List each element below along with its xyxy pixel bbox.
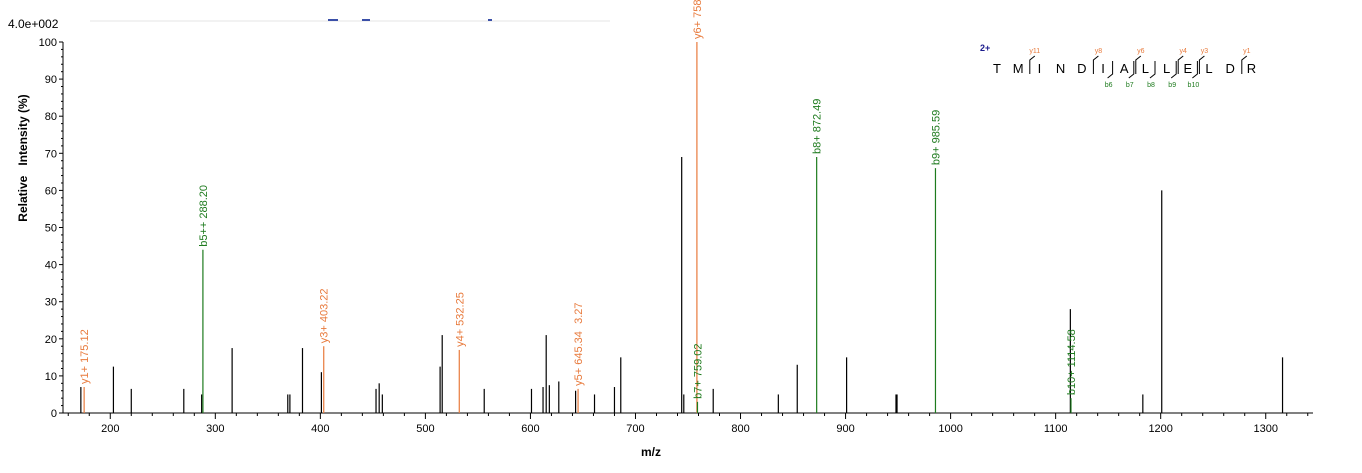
peak-label: 3.27 xyxy=(573,302,585,323)
charge-state: 2+ xyxy=(980,43,990,53)
peak-label: b5++ 288.20 xyxy=(198,185,210,247)
residue: A xyxy=(1120,61,1129,76)
x-tick-label: 200 xyxy=(101,423,119,435)
peak-label: y5+ 645.34 xyxy=(573,331,585,386)
y-ion-label: y4 xyxy=(1179,48,1187,55)
residue: T xyxy=(993,61,1001,76)
y-ion-bracket xyxy=(1198,55,1205,74)
b-ion-bracket xyxy=(1192,61,1198,79)
x-tick-label: 700 xyxy=(626,423,644,435)
y-tick-label: 70 xyxy=(45,148,57,160)
y-ion-bracket xyxy=(1135,55,1142,74)
residue: D xyxy=(1077,61,1086,76)
y-tick-label: 100 xyxy=(39,37,57,49)
b-ion-bracket xyxy=(1170,61,1177,79)
x-axis-title: m/z xyxy=(641,445,661,459)
x-tick-label: 600 xyxy=(521,423,539,435)
y-ion-bracket xyxy=(1029,55,1036,74)
b-ion-bracket xyxy=(1128,61,1135,79)
y-tick-label: 0 xyxy=(51,408,57,420)
y-ion-label: y1 xyxy=(1243,48,1251,55)
axes: 0 10 20 30 40 50 60 70 80 90 100 200 300 400 500 600 700… xyxy=(39,37,1313,435)
y-ion-label: y11 xyxy=(1029,48,1040,55)
residue: D xyxy=(1226,61,1235,76)
y-tick-label: 40 xyxy=(45,260,57,272)
b-ion-label: b7 xyxy=(1126,82,1134,89)
x-tick-label: 1300 xyxy=(1253,423,1277,435)
x-tick-label: 1200 xyxy=(1148,423,1172,435)
residue: N xyxy=(1056,61,1065,76)
residue: E xyxy=(1183,61,1192,76)
x-tick-label: 500 xyxy=(416,423,434,435)
peak-label: y6+ 758.48 xyxy=(692,0,704,39)
y-ion-label: y3 xyxy=(1201,48,1209,55)
y-tick-label: 20 xyxy=(45,334,57,346)
peak-label: b8+ 872.49 xyxy=(812,99,824,154)
x-tick-label: 1100 xyxy=(1044,423,1068,435)
residue: L xyxy=(1142,61,1149,76)
y-axis-title: Relative Intensity (%) xyxy=(16,94,30,221)
b-ion-bracket xyxy=(1107,61,1114,79)
residue: I xyxy=(1101,61,1105,76)
peak-label: b9+ 985.59 xyxy=(930,110,942,165)
b-ion-bracket xyxy=(1149,61,1156,79)
header-artifacts xyxy=(90,19,610,22)
residue: M xyxy=(1013,61,1024,76)
b-ion-label: b10 xyxy=(1188,82,1200,89)
peak-label: y1+ 175.12 xyxy=(79,329,91,384)
x-tick-label: 300 xyxy=(206,423,224,435)
y-tick-label: 50 xyxy=(45,223,57,235)
x-tick-label: 1000 xyxy=(938,423,962,435)
x-tick-label: 800 xyxy=(731,423,749,435)
b-ion-label: b9 xyxy=(1168,82,1176,89)
peak-label: b10+ 1114.58 xyxy=(1066,329,1078,395)
x-tick-label: 900 xyxy=(836,423,854,435)
y-tick-label: 30 xyxy=(45,297,57,309)
y-tick-label: 80 xyxy=(45,111,57,123)
peak-label: b7+ 759.02 xyxy=(692,343,704,398)
y-ion-bracket xyxy=(1092,55,1099,74)
y-ion-label: y8 xyxy=(1095,48,1103,55)
residue: L xyxy=(1163,61,1170,76)
b-ion-label: b6 xyxy=(1105,82,1113,89)
peak-labels: y1+ 175.12 b5++ 288.20 y3+ 403.22 y4+ 532.2… xyxy=(79,0,1078,399)
y-ion-bracket xyxy=(1177,55,1184,74)
intensity-scale-label: 4.0e+002 xyxy=(8,17,59,31)
y-tick-label: 60 xyxy=(45,185,57,197)
x-tick-label: 400 xyxy=(311,423,329,435)
residue: R xyxy=(1247,61,1256,76)
peaks xyxy=(80,42,1284,413)
residue: L xyxy=(1205,61,1212,76)
peak-label: y4+ 532.25 xyxy=(454,292,466,347)
y-tick-label: 10 xyxy=(45,371,57,383)
y-ion-bracket xyxy=(1241,55,1248,74)
y-tick-label: 90 xyxy=(45,74,57,86)
b-ion-label: b8 xyxy=(1147,82,1155,89)
peak-label: y3+ 403.22 xyxy=(319,288,331,343)
y-ion-label: y6 xyxy=(1137,48,1145,55)
residue: I xyxy=(1038,61,1042,76)
